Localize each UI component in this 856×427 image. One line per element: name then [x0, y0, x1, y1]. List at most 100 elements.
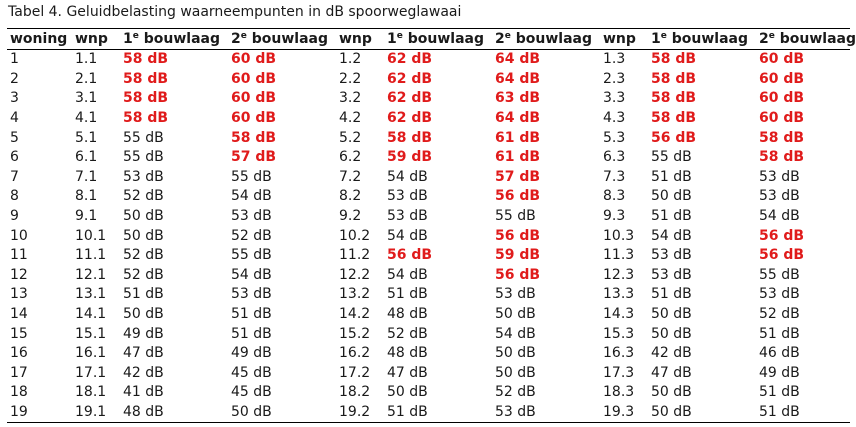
column-header-sup: e	[768, 30, 775, 41]
column-header: 1e bouwlaag	[648, 28, 756, 50]
wnp-cell: 3.3	[603, 90, 626, 107]
db-cell: 54 dB	[651, 227, 692, 244]
db-cell: 53 dB	[231, 208, 272, 225]
db-cell: 50 dB	[648, 402, 756, 424]
column-header-sup: e	[660, 30, 667, 41]
db-cell: 60 dB	[231, 110, 277, 127]
woning-cell: 6	[10, 149, 19, 166]
wnp-cell: 10.2	[339, 227, 371, 244]
db-cell: 50 dB	[651, 325, 692, 342]
db-cell: 52 dB	[759, 306, 800, 323]
db-cell: 57 dB	[495, 168, 541, 185]
wnp-cell: 11.2	[339, 247, 371, 264]
wnp-cell: 1.2	[339, 51, 362, 68]
table-row: 8 8.1 52 dB 54 dB 8.2 53 dB 56 dB 8.3 50 dB 53 dB	[7, 187, 850, 207]
wnp-cell: 10.1	[75, 227, 107, 244]
db-cell: 54 dB	[387, 168, 428, 185]
db-cell: 58 dB	[651, 110, 697, 127]
db-cell: 55 dB	[231, 168, 272, 185]
db-cell: 54 dB	[387, 227, 428, 244]
table-caption: Tabel 4. Geluidbelasting waarneempunten …	[8, 4, 462, 20]
wnp-cell: 2.1	[75, 70, 98, 87]
db-cell: 54 dB	[231, 188, 272, 205]
db-cell: 47 dB	[387, 364, 428, 381]
wnp-cell: 5.3	[603, 129, 626, 146]
wnp-cell: 19.1	[72, 402, 120, 424]
db-cell: 62 dB	[387, 110, 433, 127]
db-cell: 50 dB	[651, 188, 692, 205]
db-cell: 53 dB	[651, 266, 692, 283]
db-cell: 55 dB	[123, 129, 164, 146]
wnp-cell: 13.3	[603, 286, 635, 303]
db-cell: 53 dB	[759, 286, 800, 303]
db-cell: 54 dB	[759, 208, 800, 225]
db-cell: 58 dB	[123, 70, 169, 87]
db-cell: 55 dB	[495, 208, 536, 225]
column-header: wnp	[336, 28, 384, 50]
db-cell: 54 dB	[387, 266, 428, 283]
db-cell: 58 dB	[759, 149, 805, 166]
table-row: 10 10.1 50 dB 52 dB 10.2 54 dB 56 dB 10.3 54 dB 5…	[7, 226, 850, 246]
db-cell: 50 dB	[123, 227, 164, 244]
db-cell: 48 dB	[387, 306, 428, 323]
db-cell: 62 dB	[387, 90, 433, 107]
db-cell: 64 dB	[495, 110, 541, 127]
wnp-cell: 1.1	[75, 51, 98, 68]
wnp-cell: 13.1	[75, 286, 107, 303]
column-header: wnp	[600, 28, 648, 50]
table-row: 6 6.1 55 dB 57 dB 6.2 59 dB 61 dB 6.3 55 dB 58 dB	[7, 148, 850, 168]
wnp-cell: 18.2	[339, 384, 371, 401]
db-cell: 51 dB	[651, 208, 692, 225]
wnp-cell: 17.3	[603, 364, 635, 381]
db-cell: 51 dB	[231, 306, 272, 323]
wnp-cell: 16.3	[603, 345, 635, 362]
column-header: 1e bouwlaag	[120, 28, 228, 50]
table-row: 9 9.1 50 dB 53 dB 9.2 53 dB 55 dB 9.3 51 dB 54 dB	[7, 207, 850, 227]
db-cell: 53 dB	[387, 188, 428, 205]
wnp-cell: 12.1	[75, 266, 107, 283]
db-cell: 56 dB	[495, 227, 541, 244]
wnp-cell: 8.2	[339, 188, 362, 205]
wnp-cell: 9.3	[603, 208, 626, 225]
wnp-cell: 4.1	[75, 110, 98, 127]
db-cell: 50 dB	[495, 306, 536, 323]
db-cell: 58 dB	[231, 129, 277, 146]
wnp-cell: 3.2	[339, 90, 362, 107]
column-header-sup: e	[396, 30, 403, 41]
db-cell: 53 dB	[387, 208, 428, 225]
db-cell: 49 dB	[231, 345, 272, 362]
column-header-rest: bouwlaag	[774, 30, 856, 47]
db-cell: 45 dB	[231, 364, 272, 381]
db-cell: 50 dB	[123, 306, 164, 323]
db-cell: 52 dB	[387, 325, 428, 342]
wnp-cell: 7.2	[339, 168, 362, 185]
wnp-cell: 7.3	[603, 168, 626, 185]
table-row: 2 2.1 58 dB 60 dB 2.2 62 dB 64 dB 2.3 58 dB 60 dB	[7, 70, 850, 90]
db-cell: 52 dB	[495, 384, 536, 401]
db-cell: 55 dB	[759, 266, 800, 283]
wnp-cell: 18.3	[603, 384, 635, 401]
db-cell: 51 dB	[756, 402, 850, 424]
db-cell: 50 dB	[495, 345, 536, 362]
db-cell: 61 dB	[495, 149, 541, 166]
woning-cell: 7	[10, 168, 19, 185]
woning-cell: 13	[10, 286, 28, 303]
db-cell: 55 dB	[231, 247, 272, 264]
db-cell: 50 dB	[651, 306, 692, 323]
db-cell: 50 dB	[651, 384, 692, 401]
column-header-main: wnp	[75, 30, 108, 47]
db-cell: 61 dB	[495, 129, 541, 146]
wnp-cell: 8.3	[603, 188, 626, 205]
db-cell: 58 dB	[651, 51, 697, 68]
wnp-cell: 4.2	[339, 110, 362, 127]
wnp-cell: 18.1	[75, 384, 107, 401]
table-row: 11 11.1 52 dB 55 dB 11.2 56 dB 59 dB 11.3 53 dB 5…	[7, 246, 850, 266]
db-cell: 64 dB	[495, 70, 541, 87]
db-cell: 48 dB	[120, 402, 228, 424]
wnp-cell: 12.2	[339, 266, 371, 283]
db-cell: 42 dB	[123, 364, 164, 381]
column-header-sup: e	[504, 30, 511, 41]
wnp-cell: 4.3	[603, 110, 626, 127]
wnp-cell: 17.2	[339, 364, 371, 381]
db-cell: 54 dB	[495, 325, 536, 342]
